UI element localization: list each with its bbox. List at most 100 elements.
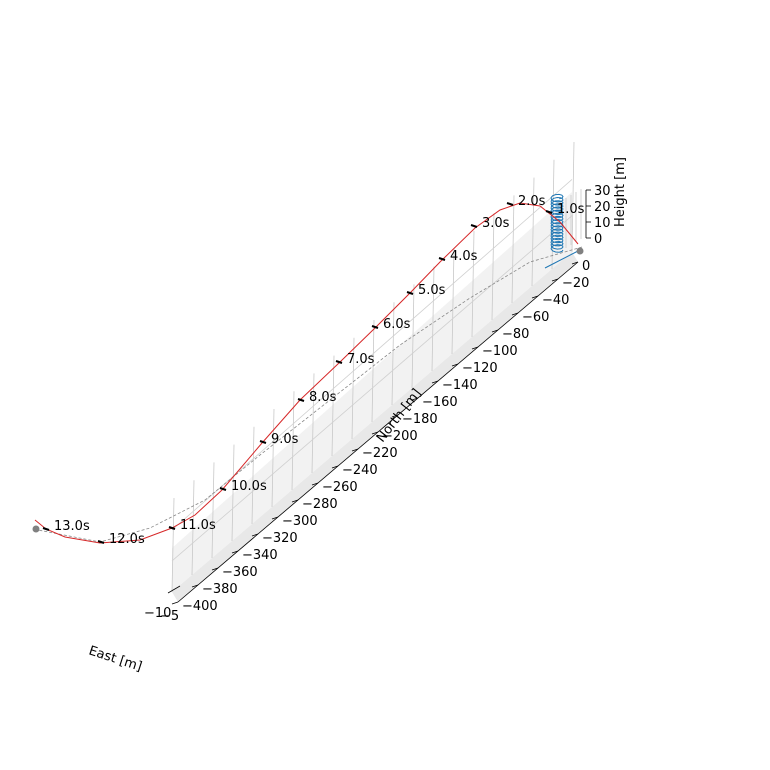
north-tick — [411, 397, 419, 401]
grid-line — [491, 213, 495, 321]
north-tick-label: −120 — [462, 361, 498, 376]
time-marker — [545, 210, 553, 214]
time-marker-label: 4.0s — [450, 249, 478, 264]
north-tick-label: −320 — [262, 531, 298, 546]
north-tick-label: −80 — [502, 327, 529, 342]
helix-line — [550, 193, 564, 253]
north-tick-label: −60 — [522, 310, 549, 325]
grid-line — [451, 248, 455, 355]
grid-line — [511, 195, 515, 304]
north-tick-label: 0 — [582, 259, 590, 274]
end-point — [32, 525, 40, 533]
ground-track-layer — [37, 246, 583, 543]
north-tick — [551, 278, 559, 282]
time-marker — [406, 291, 414, 295]
time-marker — [371, 325, 379, 329]
north-tick-label: −360 — [222, 565, 258, 580]
helix-layer — [544, 193, 579, 269]
time-marker-label: 11.0s — [180, 518, 216, 533]
grid-line — [391, 302, 395, 406]
time-marker-label: 7.0s — [347, 352, 375, 367]
north-tick — [251, 533, 259, 537]
grid-line — [191, 480, 195, 576]
time-marker — [219, 487, 227, 491]
grid-line — [171, 179, 573, 531]
north-tick-label: −340 — [242, 548, 278, 563]
time-marker — [335, 360, 343, 364]
grid-line — [171, 497, 175, 593]
time-marker-label: 6.0s — [383, 317, 411, 332]
north-tick — [491, 329, 499, 333]
north-tick-label: −40 — [542, 293, 569, 308]
time-marker — [506, 202, 514, 206]
floor-pane — [172, 252, 578, 602]
north-tick — [351, 448, 359, 452]
grid-line — [311, 373, 315, 474]
north-tick — [231, 550, 239, 554]
time-marker-label: 9.0s — [271, 432, 299, 447]
north-tick — [471, 346, 479, 350]
north-tick-label: −280 — [302, 497, 338, 512]
north-tick-label: −180 — [402, 412, 438, 427]
north-tick — [431, 380, 439, 384]
time-marker-label: 1.0s — [557, 202, 585, 217]
grid-line — [371, 319, 375, 423]
time-marker — [297, 398, 305, 402]
north-tick-label: −140 — [442, 378, 478, 393]
north-tick — [211, 567, 219, 571]
east-tick-label: −10 — [144, 606, 171, 621]
grid-line — [211, 462, 215, 559]
north-tick-label: −220 — [362, 446, 398, 461]
time-marker — [438, 257, 446, 261]
north-tick — [291, 499, 299, 503]
east-tick-label: −5 — [160, 609, 179, 624]
trajectory-layer: 1.0s 2.0s 3.0s 4.0s 5.0s 6.0s 7.0s 8.0s 9.0s 10.0… — [32, 194, 585, 547]
grid-line — [171, 215, 573, 562]
time-marker — [97, 540, 105, 544]
north-tick-label: −380 — [202, 582, 238, 597]
height-axis-label: Height [m] — [613, 157, 628, 227]
time-marker-label: 5.0s — [418, 283, 446, 298]
start-point — [576, 247, 584, 255]
north-tick-label: −240 — [342, 463, 378, 478]
grid-line — [571, 141, 575, 253]
east-axis-line — [167, 585, 181, 594]
time-marker — [42, 527, 50, 531]
north-tick — [271, 516, 279, 520]
grid-line — [331, 355, 335, 457]
north-tick-label: −20 — [562, 276, 589, 291]
north-tick — [451, 363, 459, 367]
time-marker — [168, 526, 176, 530]
north-tick — [311, 482, 319, 486]
grid-line — [531, 177, 535, 287]
north-tick-label: −200 — [382, 429, 418, 444]
helix-base-line — [544, 250, 579, 269]
height-tick-label: 30 — [594, 184, 611, 199]
north-tick-label: −260 — [322, 480, 358, 495]
north-tick — [571, 261, 579, 265]
time-marker — [470, 224, 478, 228]
north-tick — [531, 295, 539, 299]
height-tick-label: 10 — [594, 216, 611, 231]
north-tick-label: −300 — [282, 514, 318, 529]
north-tick — [371, 431, 379, 435]
time-marker-label: 12.0s — [109, 532, 145, 547]
time-marker-label: 8.0s — [309, 390, 337, 405]
time-marker-label: 3.0s — [482, 216, 510, 231]
time-marker — [259, 440, 267, 444]
north-tick — [511, 312, 519, 316]
height-tick-label: 0 — [594, 232, 602, 247]
time-marker-label: 10.0s — [231, 479, 267, 494]
grid-line — [271, 408, 275, 508]
grid-layer — [171, 141, 582, 602]
north-tick-label: −400 — [182, 599, 218, 614]
time-marker-label: 13.0s — [54, 519, 90, 534]
height-tick-label: 20 — [594, 200, 611, 215]
north-tick — [331, 465, 339, 469]
east-axis-label: East [m] — [87, 644, 144, 675]
trajectory-line — [34, 202, 579, 544]
ground-track-line — [37, 246, 583, 543]
grid-line — [231, 444, 235, 542]
grid-line — [471, 230, 475, 338]
